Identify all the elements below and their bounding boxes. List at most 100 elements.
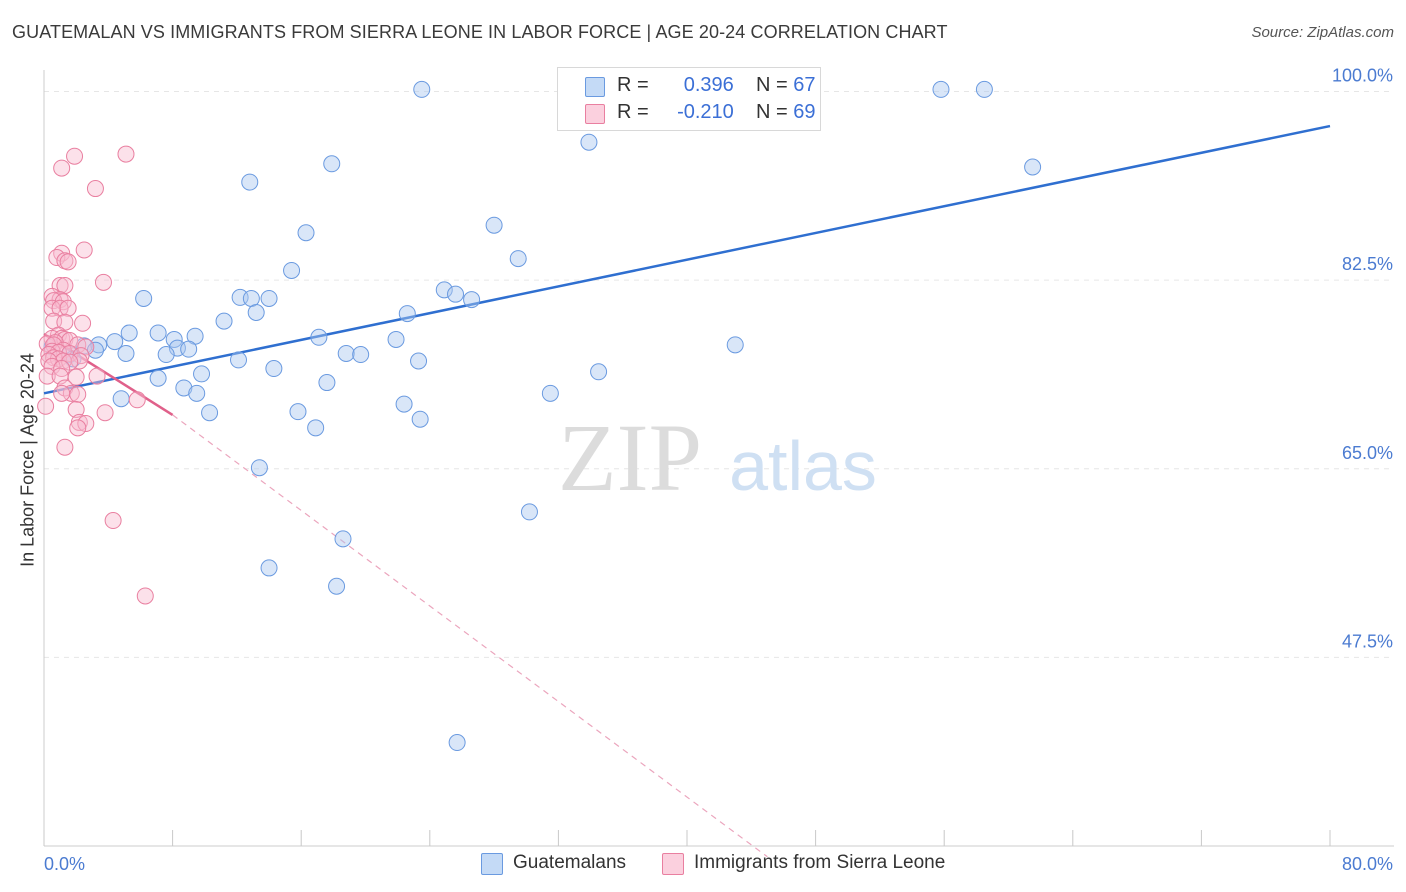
point-guatemalans (395, 395, 413, 413)
x-tick-label-min: 0.0% (44, 854, 85, 874)
point-sierra-leone (53, 384, 71, 402)
point-guatemalans (520, 503, 538, 521)
point-guatemalans (215, 312, 233, 330)
trend-line-sierra-leone-extension (172, 414, 768, 858)
legend-n-value: 69 (793, 101, 816, 123)
y-tick-label: 100.0% (1332, 66, 1393, 86)
point-guatemalans (149, 324, 167, 342)
point-sierra-leone (88, 367, 106, 385)
point-guatemalans (193, 365, 211, 383)
point-sierra-leone (53, 159, 71, 177)
point-sierra-leone (75, 241, 93, 259)
point-sierra-leone (38, 367, 56, 385)
y-tick-label: 82.5% (1342, 254, 1393, 274)
point-guatemalans (411, 410, 429, 428)
point-sierra-leone (56, 438, 74, 456)
point-guatemalans (307, 419, 325, 437)
legend-swatch-blue (585, 77, 605, 97)
point-guatemalans (509, 250, 527, 268)
legend-r-value: -0.210 (677, 101, 734, 123)
point-sierra-leone (86, 180, 104, 198)
point-guatemalans (410, 352, 428, 370)
point-guatemalans (352, 346, 370, 364)
point-guatemalans (337, 344, 355, 362)
point-sierra-leone (62, 384, 80, 402)
legend-n-label: N = (756, 74, 788, 96)
point-sierra-leone (59, 253, 77, 271)
point-guatemalans (165, 330, 183, 348)
point-sierra-leone (96, 404, 114, 422)
bottom-legend-label: Guatemalans (513, 852, 627, 873)
point-guatemalans (135, 289, 153, 307)
point-guatemalans (726, 336, 744, 354)
legend-r-label: R = (617, 74, 649, 96)
point-guatemalans (188, 384, 206, 402)
legend-swatch-pink (585, 104, 605, 124)
point-guatemalans (435, 281, 453, 299)
point-sierra-leone (74, 314, 92, 332)
point-guatemalans (447, 285, 465, 303)
legend-r-label: R = (617, 101, 649, 123)
point-sierra-leone (69, 385, 87, 403)
point-guatemalans (175, 379, 193, 397)
point-guatemalans (117, 344, 135, 362)
point-sierra-leone (136, 587, 154, 605)
point-sierra-leone (117, 145, 135, 163)
point-guatemalans (328, 577, 346, 595)
point-guatemalans (590, 363, 608, 381)
chart-title: GUATEMALAN VS IMMIGRANTS FROM SIERRA LEO… (12, 22, 948, 42)
watermark-atlas: atlas (729, 427, 877, 505)
point-sierra-leone (77, 338, 95, 356)
point-sierra-leone (128, 391, 146, 409)
legend-r-value: 0.396 (683, 74, 734, 96)
point-guatemalans (180, 340, 198, 358)
point-guatemalans (975, 80, 993, 98)
point-guatemalans (448, 734, 466, 752)
point-guatemalans (1024, 158, 1042, 176)
point-sierra-leone (66, 147, 84, 165)
point-guatemalans (260, 559, 278, 577)
point-guatemalans (120, 324, 138, 342)
axes (43, 70, 1394, 847)
point-guatemalans (90, 336, 108, 354)
point-guatemalans (485, 216, 503, 234)
point-guatemalans (932, 80, 950, 98)
point-sierra-leone (40, 352, 58, 370)
point-sierra-leone (77, 415, 95, 433)
y-tick-label: 65.0% (1342, 443, 1393, 463)
legend-n-label: N = (756, 101, 788, 123)
point-sierra-leone (37, 397, 55, 415)
point-guatemalans (580, 133, 598, 151)
point-guatemalans (297, 224, 315, 242)
correlation-legend: R = 0.396 N = 67 R = -0.210 N = 69 (557, 67, 821, 131)
point-guatemalans (247, 304, 265, 321)
point-guatemalans (398, 305, 416, 323)
gridlines (44, 91, 1394, 658)
point-guatemalans (310, 328, 328, 346)
watermark: ZIP atlas (558, 404, 877, 511)
point-guatemalans (149, 369, 167, 387)
watermark-zip: ZIP (558, 404, 702, 511)
point-guatemalans (413, 80, 431, 98)
legend-n-value: 67 (793, 74, 816, 96)
point-sierra-leone (67, 368, 85, 386)
point-guatemalans (289, 403, 307, 421)
point-guatemalans (323, 155, 341, 173)
point-guatemalans (260, 289, 278, 307)
point-sierra-leone (69, 419, 87, 437)
bottom-legend-label: Immigrants from Sierra Leone (694, 852, 946, 873)
point-sierra-leone (67, 401, 85, 418)
y-tick-label: 47.5% (1342, 631, 1393, 651)
point-guatemalans (157, 346, 175, 364)
trend-line-guatemalans (43, 124, 1331, 395)
tick-labels: 47.5% 65.0% 82.5% 100.0% 0.0% 80.0% (44, 66, 1393, 874)
point-sierra-leone (104, 512, 122, 530)
x-tick-label-max: 80.0% (1342, 854, 1393, 874)
point-guatemalans (230, 351, 248, 369)
source-credit: Source: ZipAtlas.com (1251, 24, 1394, 41)
bottom-legend-swatch-blue (481, 853, 503, 875)
point-sierra-leone (94, 273, 112, 291)
point-guatemalans (334, 530, 352, 548)
point-guatemalans (541, 384, 559, 402)
